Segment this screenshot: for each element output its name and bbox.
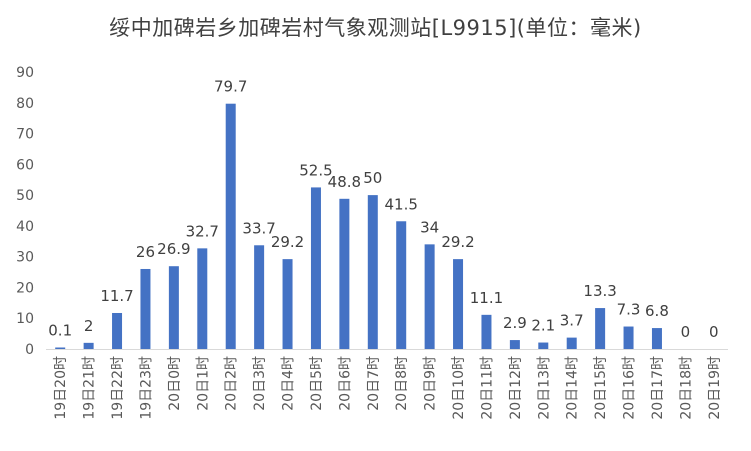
x-tick-label: 20日9时 bbox=[423, 356, 439, 411]
x-tick-label: 20日7时 bbox=[366, 356, 382, 411]
data-label: 52.5 bbox=[299, 161, 332, 179]
bar bbox=[538, 342, 549, 349]
x-tick-label: 20日16时 bbox=[622, 356, 638, 420]
x-tick-label: 20日19时 bbox=[707, 356, 723, 420]
bar bbox=[168, 266, 179, 349]
x-tick-label: 20日15时 bbox=[593, 356, 609, 420]
data-label: 79.7 bbox=[214, 78, 247, 96]
bar bbox=[453, 259, 464, 349]
x-tick-label: 19日23时 bbox=[138, 356, 154, 420]
x-tick-label: 20日5时 bbox=[309, 356, 325, 411]
y-tick-label: 60 bbox=[16, 157, 34, 173]
y-tick-label: 0 bbox=[25, 342, 34, 358]
bar bbox=[112, 312, 123, 349]
y-tick-label: 30 bbox=[16, 250, 34, 266]
bar bbox=[623, 326, 634, 349]
y-tick-label: 70 bbox=[16, 127, 34, 143]
bar bbox=[282, 259, 293, 349]
data-label: 34 bbox=[420, 218, 439, 236]
x-tick-label: 20日4时 bbox=[281, 356, 297, 411]
data-label: 2.1 bbox=[531, 317, 555, 335]
x-tick-label: 20日11时 bbox=[479, 356, 495, 420]
y-tick-label: 50 bbox=[16, 188, 34, 204]
data-label: 11.7 bbox=[100, 287, 133, 305]
data-label: 13.3 bbox=[583, 282, 616, 300]
y-tick-label: 80 bbox=[16, 96, 34, 112]
bar bbox=[566, 337, 577, 349]
x-tick-label: 20日13时 bbox=[536, 356, 552, 420]
x-tick-label: 20日8时 bbox=[394, 356, 410, 411]
data-label: 29.2 bbox=[271, 233, 304, 251]
data-label: 7.3 bbox=[617, 301, 641, 319]
data-label: 32.7 bbox=[186, 222, 219, 240]
x-tick-label: 20日3时 bbox=[252, 356, 268, 411]
bar bbox=[424, 244, 435, 349]
data-label: 11.1 bbox=[470, 289, 503, 307]
x-tick-label: 19日22时 bbox=[110, 356, 126, 420]
bar bbox=[367, 195, 378, 349]
y-tick-label: 90 bbox=[16, 65, 34, 81]
x-tick-label: 19日21时 bbox=[82, 356, 98, 420]
bar bbox=[140, 268, 151, 349]
x-tick-label: 20日0时 bbox=[167, 356, 183, 411]
bar bbox=[339, 198, 350, 349]
x-tick-label: 20日1时 bbox=[195, 356, 211, 411]
data-label: 0 bbox=[681, 323, 691, 341]
data-label: 48.8 bbox=[328, 173, 361, 191]
data-label: 29.2 bbox=[441, 233, 474, 251]
data-label: 33.7 bbox=[242, 219, 275, 237]
x-tick-label: 20日6时 bbox=[337, 356, 353, 411]
bar bbox=[396, 221, 407, 349]
x-tick-label: 20日14时 bbox=[565, 356, 581, 420]
y-tick-label: 20 bbox=[16, 280, 34, 296]
data-label: 6.8 bbox=[645, 302, 669, 320]
x-tick-label: 20日12时 bbox=[508, 356, 524, 420]
bar bbox=[83, 342, 94, 349]
x-tick-label: 20日18时 bbox=[678, 356, 694, 420]
x-tick-label: 20日17时 bbox=[650, 356, 666, 420]
bar bbox=[310, 187, 321, 349]
data-label: 26 bbox=[136, 243, 155, 261]
x-tick-label: 19日20时 bbox=[53, 356, 69, 420]
bar bbox=[651, 328, 662, 349]
data-label: 0.1 bbox=[48, 322, 72, 340]
bar bbox=[197, 248, 208, 349]
x-tick-label: 20日10时 bbox=[451, 356, 467, 420]
chart-title: 绥中加碑岩乡加碑岩村气象观测站[L9915](单位：毫米) bbox=[109, 16, 642, 40]
bar bbox=[225, 103, 236, 349]
data-label: 2.9 bbox=[503, 314, 527, 332]
x-tick-label: 20日2时 bbox=[224, 356, 240, 411]
data-label: 50 bbox=[363, 169, 382, 187]
data-label: 26.9 bbox=[157, 240, 190, 258]
y-tick-label: 10 bbox=[16, 311, 34, 327]
data-label: 2 bbox=[84, 317, 94, 335]
bar bbox=[481, 314, 492, 349]
bar bbox=[55, 347, 66, 349]
bar bbox=[509, 340, 520, 349]
bar bbox=[254, 245, 265, 349]
data-label: 41.5 bbox=[385, 195, 418, 213]
bar bbox=[595, 308, 606, 349]
data-label: 0 bbox=[709, 323, 719, 341]
y-tick-label: 40 bbox=[16, 219, 34, 235]
data-label: 3.7 bbox=[560, 312, 584, 330]
